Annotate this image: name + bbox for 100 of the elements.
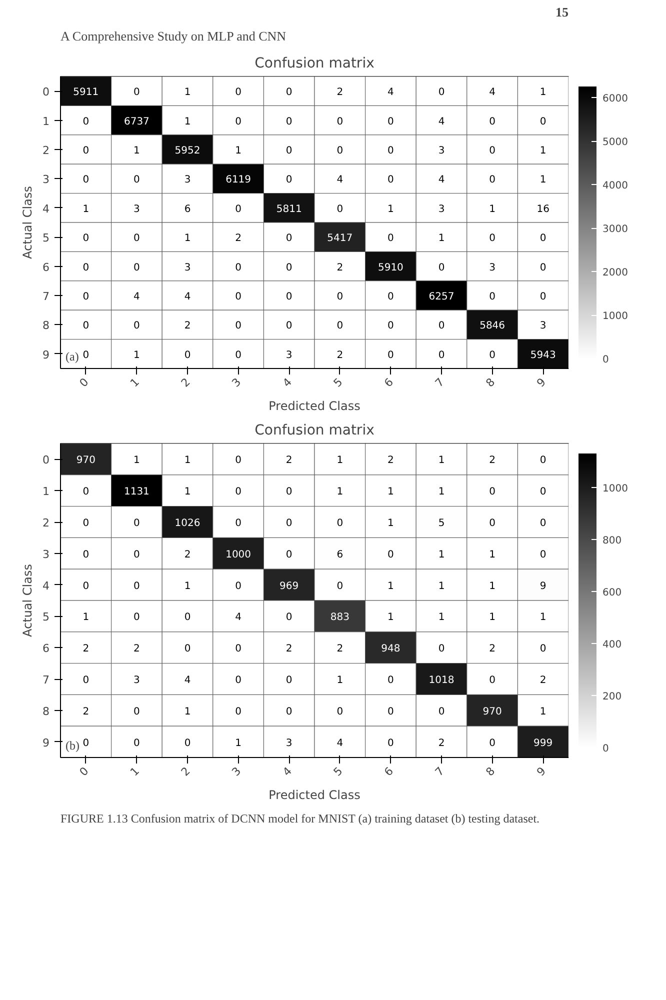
data-label: 0 <box>438 350 445 361</box>
data-label: 16 <box>536 204 550 215</box>
data-label: 3 <box>489 262 496 274</box>
data-label: 5911 <box>73 87 99 98</box>
data-label: 0 <box>235 292 242 302</box>
x-tick-label: 3 <box>229 764 244 779</box>
data-label: 0 <box>438 87 445 98</box>
y-axis-title: Actual Class <box>20 564 34 637</box>
x-tick-label: 2 <box>178 764 193 779</box>
color-bar-label: 3000 <box>602 224 628 236</box>
data-label: 1 <box>134 146 140 156</box>
data-label: 0 <box>286 675 292 686</box>
data-label: 1 <box>336 455 344 466</box>
data-label: 1 <box>540 174 546 186</box>
data-label: 1 <box>388 486 394 498</box>
data-label: 1 <box>438 233 445 244</box>
color-bar-label: 1000 <box>602 311 628 322</box>
data-label: 0 <box>82 233 90 244</box>
x-tick-label: 3 <box>229 376 244 390</box>
data-label: 1 <box>336 486 344 498</box>
data-label: 1 <box>82 204 90 215</box>
x-tick-label: 1 <box>128 376 142 390</box>
text: A Comprehensive Study on MLP and CNN <box>60 28 287 44</box>
data-label: 2 <box>286 455 292 466</box>
data-label: 4 <box>489 87 496 98</box>
data-label: 1 <box>438 455 445 466</box>
data-label: 0 <box>82 292 90 302</box>
data-label: 0 <box>388 706 394 718</box>
data-label: 1 <box>184 706 191 718</box>
data-label: 1 <box>540 612 546 624</box>
data-label: 0 <box>134 738 140 749</box>
data-label: 4 <box>438 174 445 186</box>
data-label: 0 <box>388 675 394 686</box>
data-label: 0 <box>286 116 292 128</box>
data-label: 0 <box>286 320 292 332</box>
data-label: 0 <box>336 204 344 215</box>
data-label: 1 <box>540 146 546 156</box>
data-label: 0 <box>388 146 394 156</box>
data-label: 0 <box>336 518 344 529</box>
y-tick-label: 4 <box>42 202 50 216</box>
x-tick-label: 1 <box>128 764 142 779</box>
data-label: 0 <box>540 549 546 560</box>
data-label: 0 <box>235 87 242 98</box>
data-label: 0 <box>82 738 90 749</box>
y-tick-label: 6 <box>42 642 50 656</box>
data-label: 0 <box>235 518 242 529</box>
x-tick-label: 6 <box>382 764 396 779</box>
data-label: 0 <box>134 518 140 529</box>
data-label: 0 <box>388 549 394 560</box>
data-label: 3 <box>134 204 140 215</box>
data-label: 5910 <box>378 262 404 274</box>
data-label: 1 <box>184 486 191 498</box>
y-tick-label: 6 <box>42 260 50 274</box>
data-label: 970 <box>76 455 96 466</box>
data-label: 2 <box>336 262 344 274</box>
data-label: 0 <box>438 644 445 655</box>
annotation: (b) <box>66 738 80 752</box>
data-label: 3 <box>438 146 445 156</box>
color-bar-label: 600 <box>602 588 622 599</box>
data-label: 9 <box>540 580 546 592</box>
y-tick-label: 3 <box>42 173 50 186</box>
data-label: 1 <box>438 612 445 624</box>
y-tick-label: 0 <box>42 454 50 467</box>
data-label: 0 <box>489 350 496 361</box>
data-label: 0 <box>388 233 394 244</box>
data-label: 2 <box>336 350 344 361</box>
data-label: 1 <box>388 518 394 529</box>
y-tick-label: 3 <box>42 548 50 561</box>
y-tick-label: 5 <box>42 232 50 245</box>
data-label: 0 <box>540 292 546 302</box>
data-label: 0 <box>286 262 292 274</box>
data-label: 0 <box>336 706 344 718</box>
data-label: 3 <box>540 320 546 332</box>
data-label: 1 <box>388 204 394 215</box>
data-label: 4 <box>235 612 242 624</box>
data-label: 0 <box>82 320 90 332</box>
y-tick-label: 8 <box>42 704 50 718</box>
data-label: 1131 <box>124 486 150 498</box>
annotation: (a) <box>66 350 79 364</box>
data-label: 0 <box>286 233 292 244</box>
y-tick-label: 5 <box>42 610 50 624</box>
data-label: 2 <box>286 644 292 655</box>
data-label: 0 <box>82 580 90 592</box>
y-tick-label: 9 <box>42 348 50 362</box>
data-label: 0 <box>489 486 496 498</box>
data-label: 1 <box>489 612 496 624</box>
data-label: 0 <box>82 116 90 128</box>
data-label: 0 <box>489 292 496 302</box>
data-label: 3 <box>286 350 292 361</box>
data-label: 0 <box>388 292 394 302</box>
data-label: 4 <box>336 738 344 749</box>
color-bar-label: 800 <box>602 536 622 547</box>
text: 15 <box>556 4 569 20</box>
data-label: 0 <box>82 675 90 686</box>
data-label: 0 <box>82 549 90 560</box>
caption: FIGURE 1.13 Confusion matrix of DCNN model for MNIST (a) training dataset (b) testing dataset. <box>60 812 540 826</box>
data-label: 6 <box>184 204 191 215</box>
data-label: 2 <box>540 675 546 686</box>
data-label: 0 <box>388 320 394 332</box>
data-label: 2 <box>235 233 242 244</box>
